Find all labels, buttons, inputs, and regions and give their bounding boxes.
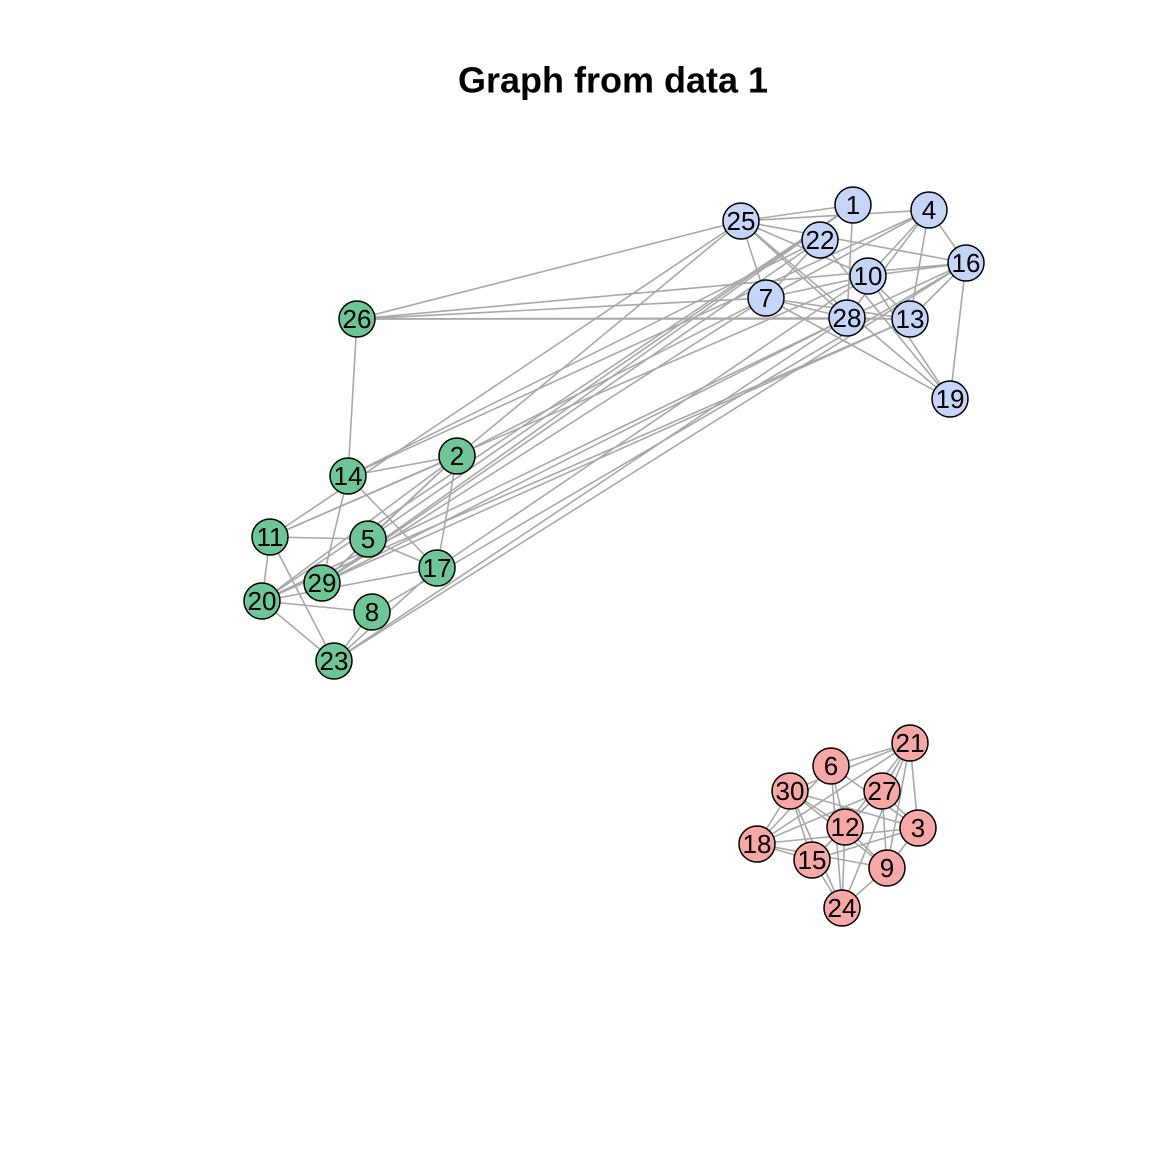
node — [349, 520, 387, 558]
edge — [356, 297, 767, 320]
node — [438, 437, 476, 475]
node — [910, 191, 948, 229]
node — [303, 564, 341, 602]
node-label: 27 — [868, 776, 897, 806]
node — [329, 457, 367, 495]
node-label: 20 — [248, 586, 277, 616]
edge — [456, 297, 767, 457]
node — [868, 849, 906, 887]
node-label: 29 — [308, 568, 337, 598]
edge — [846, 209, 930, 319]
edge — [846, 204, 854, 319]
node — [315, 642, 353, 680]
edge — [456, 220, 742, 457]
edge — [789, 790, 919, 829]
edge — [756, 790, 883, 845]
node-label: 24 — [828, 893, 857, 923]
node — [891, 724, 929, 762]
edge — [269, 455, 458, 538]
node-label: 11 — [257, 522, 284, 552]
node-label: 14 — [334, 461, 363, 491]
node — [823, 889, 861, 927]
node-label: 10 — [854, 261, 883, 291]
node-label: 22 — [806, 225, 835, 255]
node-label: 13 — [896, 304, 925, 334]
node-label: 7 — [759, 283, 773, 313]
edge — [333, 262, 967, 662]
node-label: 1 — [846, 190, 860, 220]
node-label: 21 — [896, 728, 925, 758]
node — [931, 380, 969, 418]
edge — [367, 204, 854, 540]
node — [243, 582, 281, 620]
edge — [321, 204, 854, 584]
node — [801, 221, 839, 259]
node — [849, 257, 887, 295]
node — [722, 202, 760, 240]
node-label: 17 — [423, 553, 452, 583]
node — [834, 186, 872, 224]
node-label: 9 — [880, 853, 894, 883]
edge — [347, 209, 930, 477]
node-label: 2 — [450, 441, 464, 471]
edge — [740, 220, 967, 264]
edge — [261, 318, 911, 602]
node-label: 15 — [798, 845, 827, 875]
node-label: 23 — [320, 646, 349, 676]
node-label: 3 — [911, 813, 925, 843]
node-label: 8 — [365, 597, 379, 627]
edge — [949, 262, 967, 400]
node — [812, 747, 850, 785]
node — [828, 299, 866, 337]
edge — [886, 742, 911, 869]
node — [418, 549, 456, 587]
edge — [321, 318, 911, 584]
node-label: 12 — [831, 812, 860, 842]
edge — [765, 297, 951, 400]
node — [891, 300, 929, 338]
node — [251, 518, 289, 556]
node — [863, 772, 901, 810]
edge — [740, 209, 930, 222]
node — [353, 593, 391, 631]
edge — [789, 742, 911, 792]
node-label: 5 — [361, 524, 375, 554]
node-label: 6 — [824, 751, 838, 781]
edge — [765, 209, 930, 299]
edge — [347, 318, 358, 477]
node — [747, 279, 785, 317]
edge — [347, 475, 438, 569]
node-label: 4 — [922, 195, 936, 225]
node — [947, 244, 985, 282]
node — [771, 772, 809, 810]
edge — [740, 204, 854, 222]
node-label: 28 — [833, 303, 862, 333]
node — [826, 808, 864, 846]
node — [338, 300, 376, 338]
node — [793, 841, 831, 879]
node-label: 30 — [776, 776, 805, 806]
edge — [321, 239, 821, 584]
edge — [269, 536, 335, 662]
edge — [356, 220, 742, 320]
node-label: 26 — [343, 304, 372, 334]
node-label: 16 — [952, 248, 981, 278]
node-label: 19 — [936, 384, 965, 414]
edge — [333, 317, 848, 662]
node-label: 18 — [743, 829, 772, 859]
node — [738, 825, 776, 863]
edge — [436, 275, 869, 569]
node-label: 25 — [727, 206, 756, 236]
edges — [261, 204, 967, 909]
edge — [347, 239, 821, 477]
edge — [841, 742, 911, 909]
title: Graph from data 1 — [458, 60, 768, 101]
edge — [436, 455, 458, 569]
node — [899, 809, 937, 847]
edge — [846, 262, 967, 319]
edge — [261, 567, 438, 602]
